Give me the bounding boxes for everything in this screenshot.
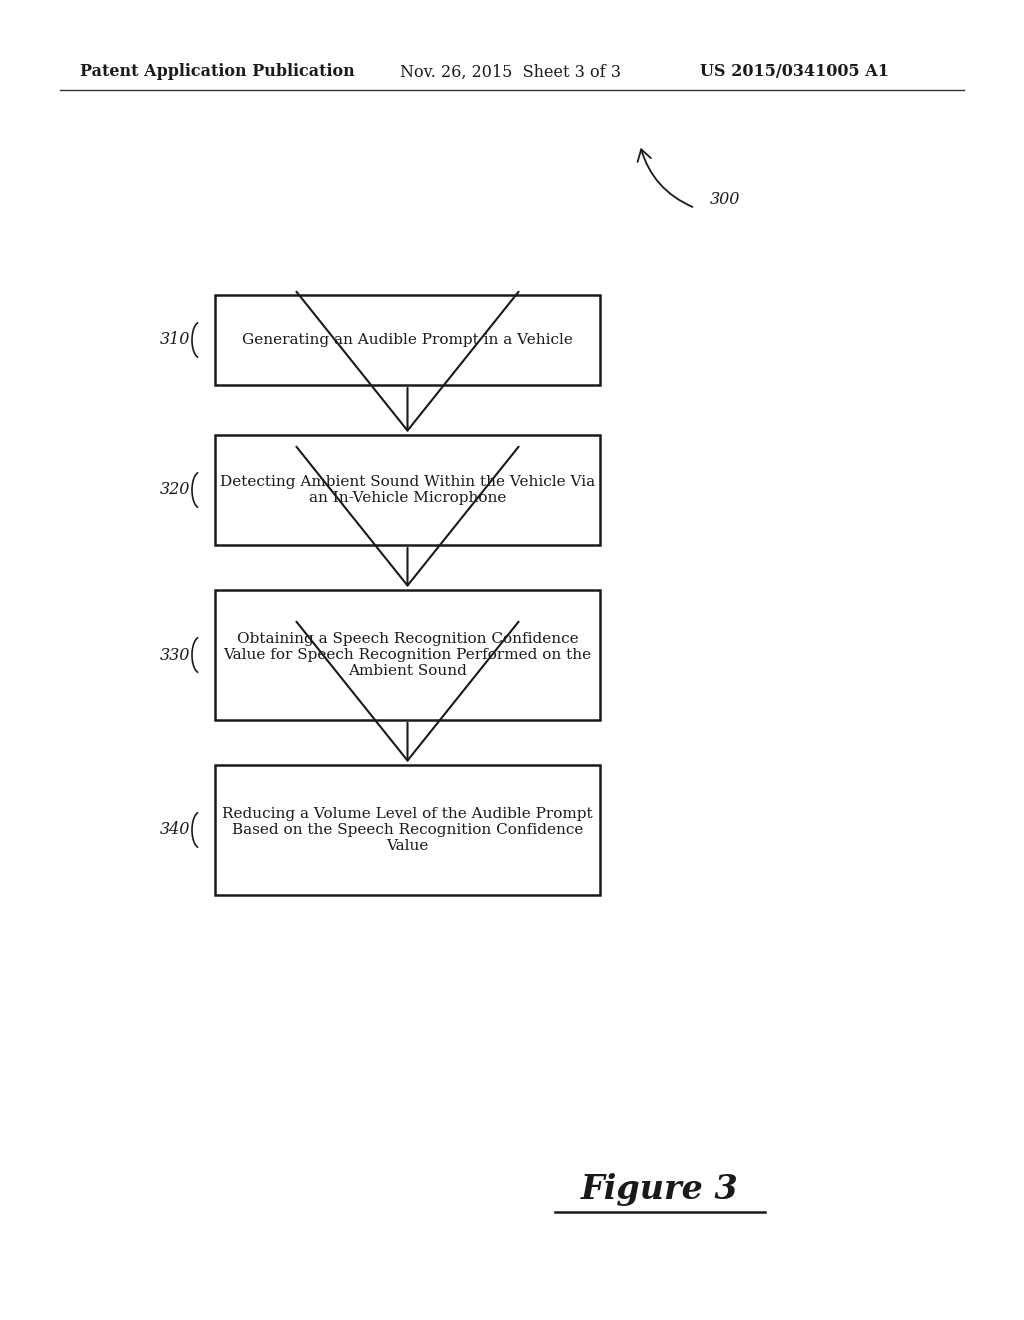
Text: Reducing a Volume Level of the Audible Prompt
Based on the Speech Recognition Co: Reducing a Volume Level of the Audible P… — [222, 807, 593, 853]
Text: Obtaining a Speech Recognition Confidence
Value for Speech Recognition Performed: Obtaining a Speech Recognition Confidenc… — [223, 632, 592, 678]
Text: US 2015/0341005 A1: US 2015/0341005 A1 — [700, 63, 889, 81]
Text: 330: 330 — [160, 647, 190, 664]
Text: 310: 310 — [160, 331, 190, 348]
Bar — [215, 436, 600, 545]
FancyArrowPatch shape — [638, 149, 692, 207]
Bar — [215, 766, 600, 895]
Text: Nov. 26, 2015  Sheet 3 of 3: Nov. 26, 2015 Sheet 3 of 3 — [400, 63, 621, 81]
Bar — [215, 294, 600, 385]
Text: 340: 340 — [160, 821, 190, 838]
Bar — [215, 590, 600, 719]
Text: 300: 300 — [710, 191, 740, 209]
Text: Generating an Audible Prompt in a Vehicle: Generating an Audible Prompt in a Vehicl… — [242, 333, 573, 347]
Text: Detecting Ambient Sound Within the Vehicle Via
an In-Vehicle Microphone: Detecting Ambient Sound Within the Vehic… — [220, 475, 595, 506]
Text: Patent Application Publication: Patent Application Publication — [80, 63, 354, 81]
Text: 320: 320 — [160, 482, 190, 499]
Text: Figure 3: Figure 3 — [582, 1173, 739, 1206]
